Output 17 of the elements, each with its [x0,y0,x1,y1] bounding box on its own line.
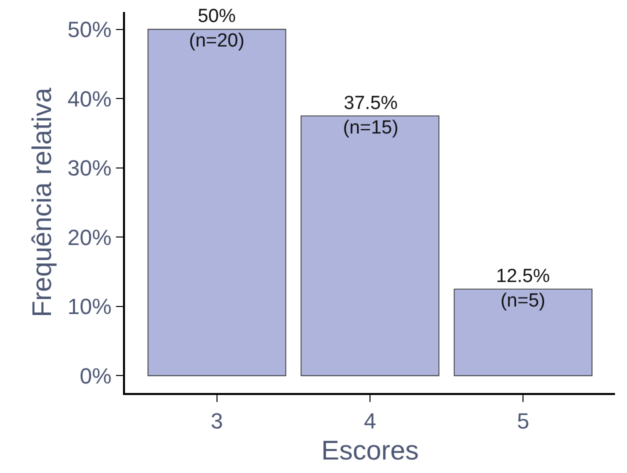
bar [148,28,286,376]
y-tick-label: 20% [68,224,112,250]
bar [454,288,592,376]
data-label: 50% (n=20) [189,6,244,52]
bar [300,116,440,376]
y-tick-label: 30% [68,156,112,181]
y-tick-label: 40% [68,86,112,112]
y-tick-label: 0% [80,363,112,388]
data-label: 12.5% (n=5) [496,266,550,312]
x-tick-label: 3 [210,408,224,434]
data-label: 37.5% (n=15) [343,93,398,139]
x-axis-title: Escores [321,435,419,466]
y-tick-label: 50% [68,17,112,42]
y-axis-title: Frequência relativa [27,86,58,318]
x-tick-label: 5 [517,408,530,434]
x-tick-label: 4 [364,408,376,434]
y-tick-label: 10% [68,294,112,320]
